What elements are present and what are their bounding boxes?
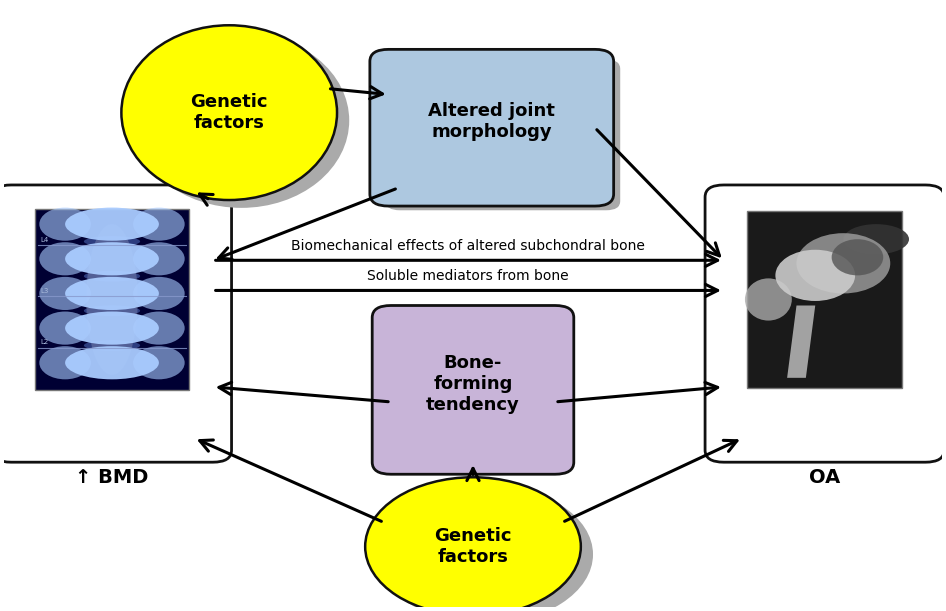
Text: Soluble mediators from bone: Soluble mediators from bone	[367, 269, 569, 284]
Text: Biomechanical effects of altered subchondral bone: Biomechanical effects of altered subchon…	[291, 239, 645, 253]
Text: Genetic
factors: Genetic factors	[434, 527, 512, 566]
Ellipse shape	[40, 277, 91, 310]
FancyBboxPatch shape	[386, 60, 621, 210]
Text: L3: L3	[41, 288, 48, 294]
Ellipse shape	[65, 346, 159, 379]
Ellipse shape	[121, 25, 337, 200]
Ellipse shape	[40, 346, 91, 379]
Ellipse shape	[365, 477, 581, 611]
Ellipse shape	[65, 208, 159, 241]
Ellipse shape	[776, 250, 855, 301]
FancyBboxPatch shape	[372, 306, 574, 474]
Ellipse shape	[40, 208, 91, 241]
Ellipse shape	[133, 33, 349, 208]
Text: L2: L2	[41, 339, 48, 345]
FancyBboxPatch shape	[0, 185, 232, 462]
Ellipse shape	[745, 279, 792, 321]
Ellipse shape	[84, 340, 140, 351]
Ellipse shape	[65, 242, 159, 276]
FancyBboxPatch shape	[705, 185, 944, 462]
Ellipse shape	[133, 208, 184, 241]
Ellipse shape	[84, 271, 140, 282]
Ellipse shape	[40, 242, 91, 276]
Ellipse shape	[133, 277, 184, 310]
Text: Altered joint
morphology: Altered joint morphology	[429, 102, 555, 141]
Ellipse shape	[65, 277, 159, 310]
FancyBboxPatch shape	[370, 49, 614, 206]
Ellipse shape	[84, 306, 140, 316]
Text: OA: OA	[809, 468, 840, 487]
Text: Genetic
factors: Genetic factors	[190, 93, 268, 132]
Polygon shape	[787, 306, 815, 378]
FancyBboxPatch shape	[35, 209, 189, 390]
Ellipse shape	[40, 312, 91, 345]
Ellipse shape	[133, 346, 184, 379]
Ellipse shape	[844, 224, 909, 254]
Ellipse shape	[84, 236, 140, 247]
FancyBboxPatch shape	[747, 211, 902, 389]
Ellipse shape	[797, 233, 890, 293]
Ellipse shape	[133, 242, 184, 276]
Text: L4: L4	[41, 236, 48, 243]
Ellipse shape	[133, 312, 184, 345]
Text: Bone-
forming
tendency: Bone- forming tendency	[426, 354, 520, 414]
Ellipse shape	[86, 224, 138, 375]
Text: ↑ BMD: ↑ BMD	[76, 468, 149, 487]
Ellipse shape	[377, 485, 593, 611]
Ellipse shape	[65, 312, 159, 345]
Ellipse shape	[832, 240, 884, 276]
